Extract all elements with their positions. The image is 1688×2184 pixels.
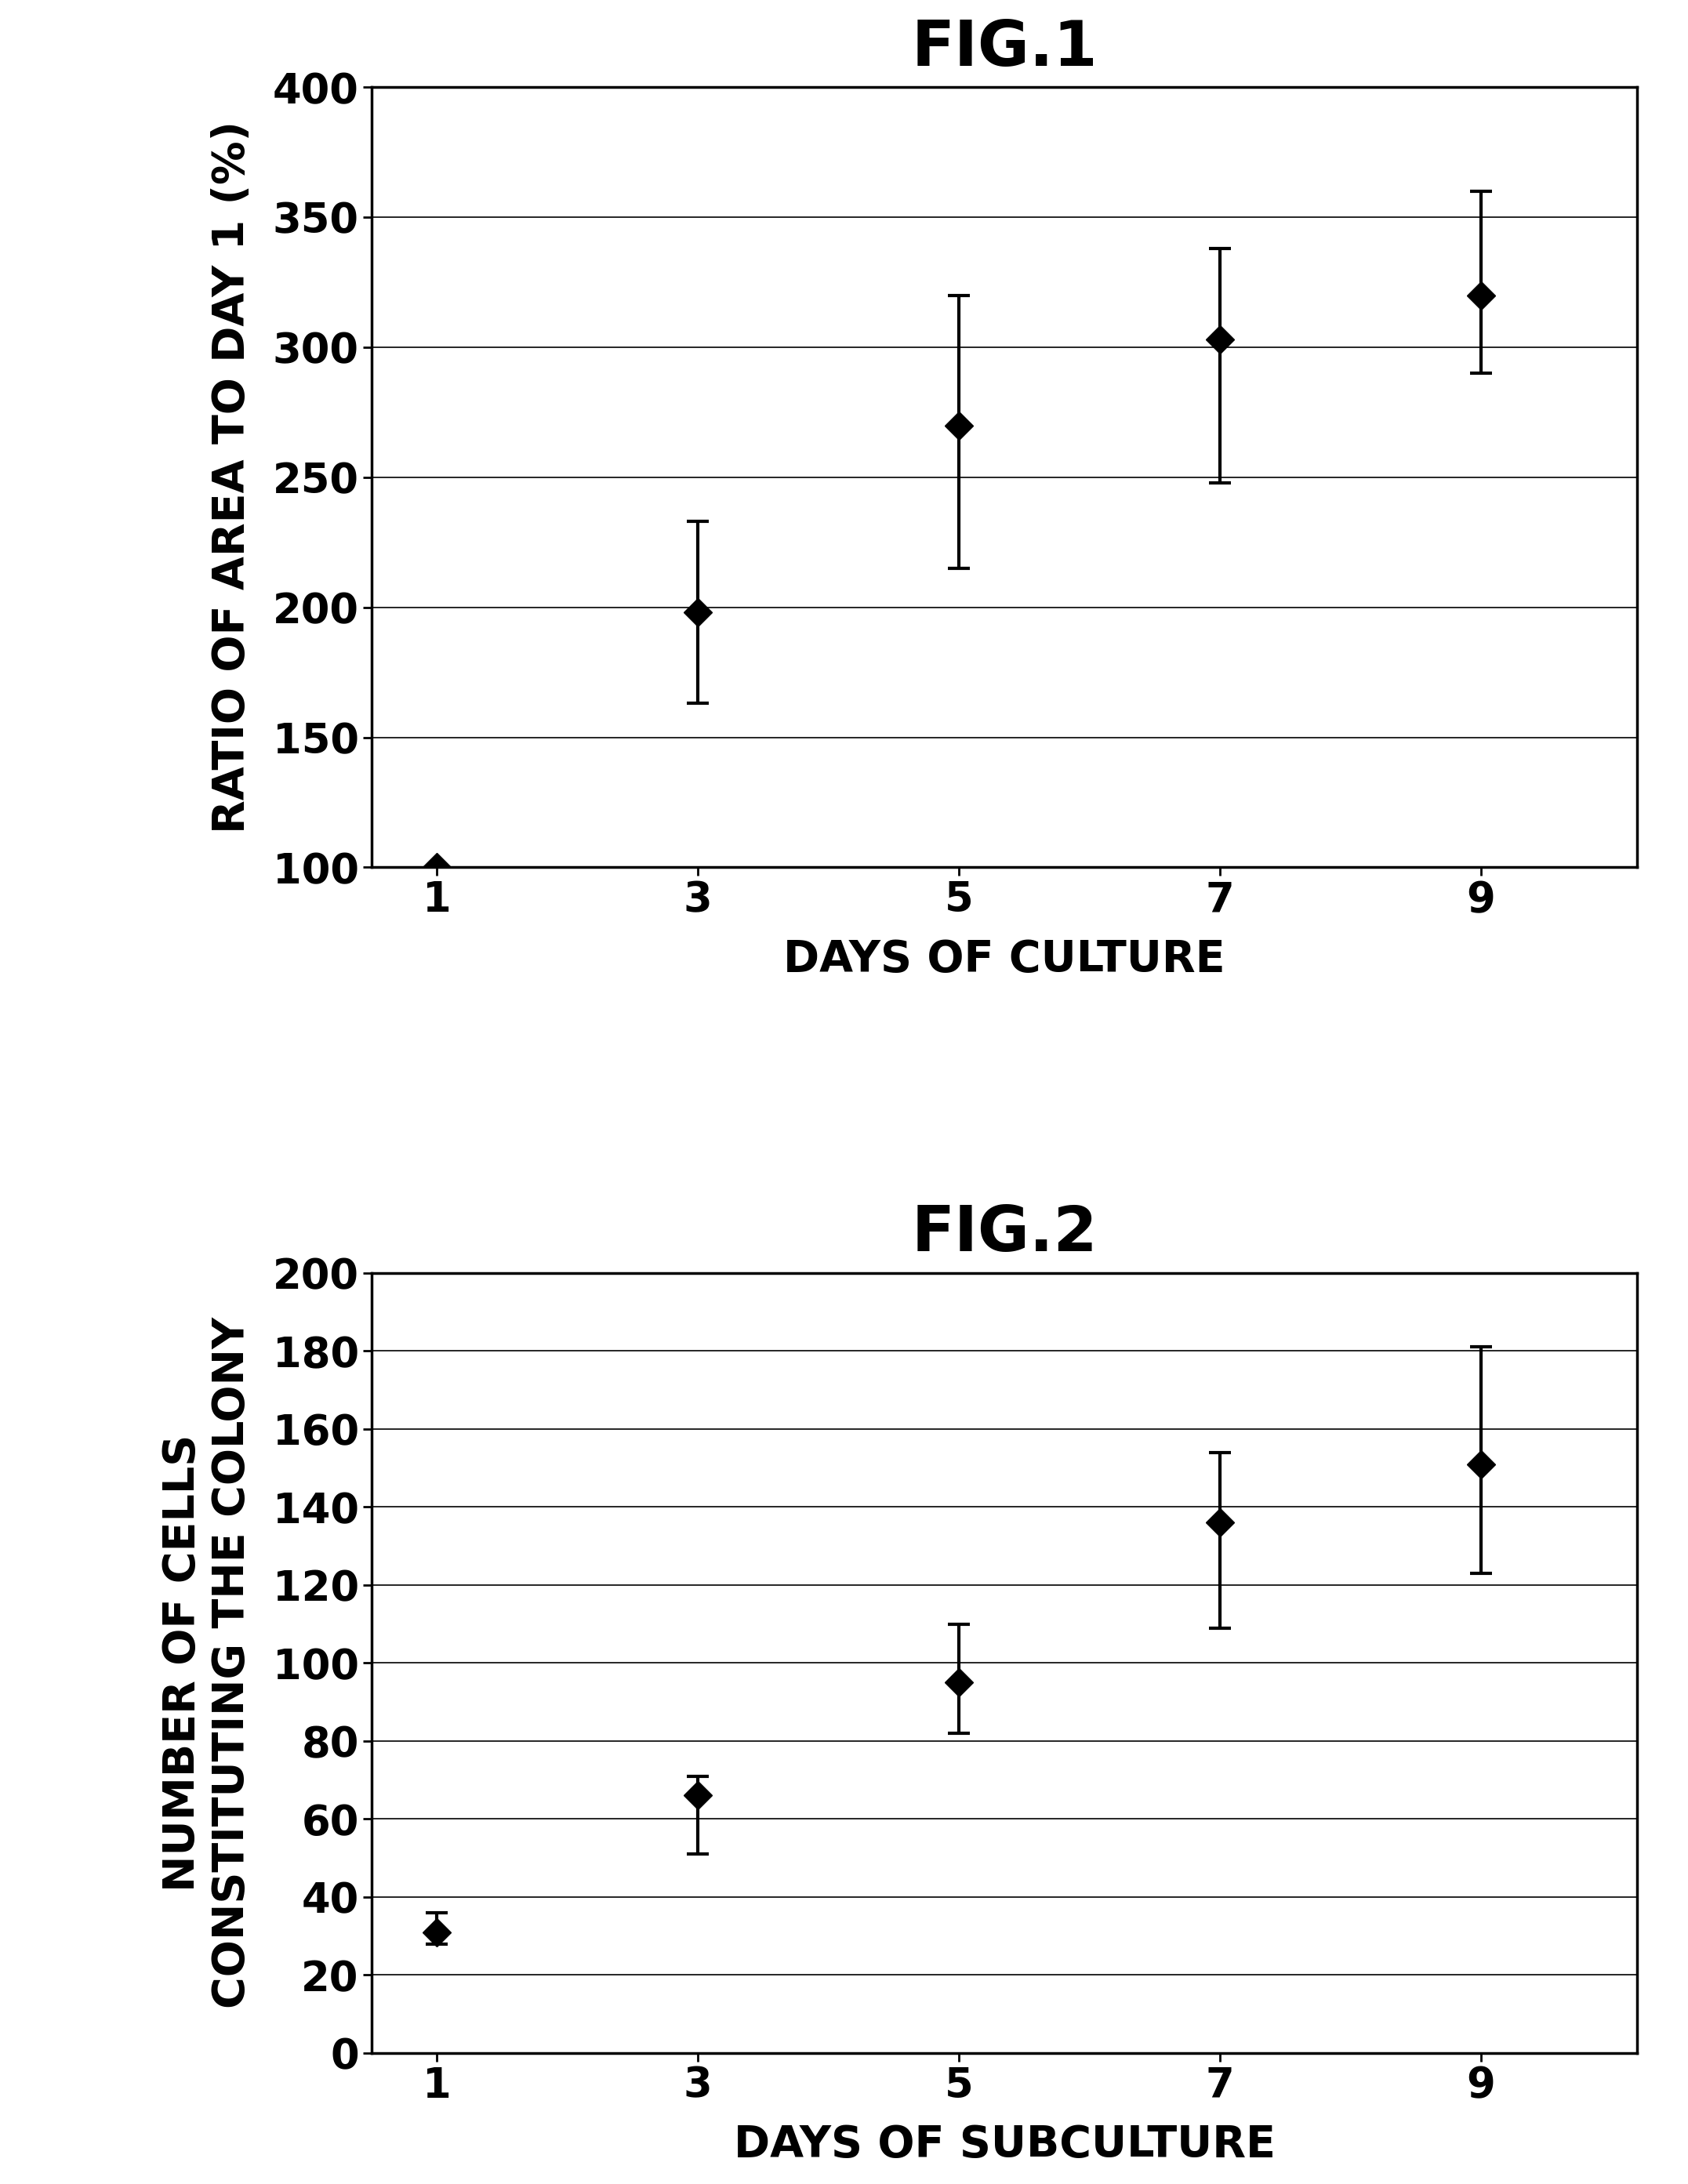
Title: FIG.1: FIG.1 xyxy=(912,17,1097,79)
Title: FIG.2: FIG.2 xyxy=(912,1203,1097,1265)
X-axis label: DAYS OF CULTURE: DAYS OF CULTURE xyxy=(783,939,1225,981)
X-axis label: DAYS OF SUBCULTURE: DAYS OF SUBCULTURE xyxy=(734,2123,1274,2167)
Y-axis label: NUMBER OF CELLS
CONSTITUTING THE COLONY: NUMBER OF CELLS CONSTITUTING THE COLONY xyxy=(162,1317,253,2009)
Y-axis label: RATIO OF AREA TO DAY 1 (%): RATIO OF AREA TO DAY 1 (%) xyxy=(211,120,253,834)
